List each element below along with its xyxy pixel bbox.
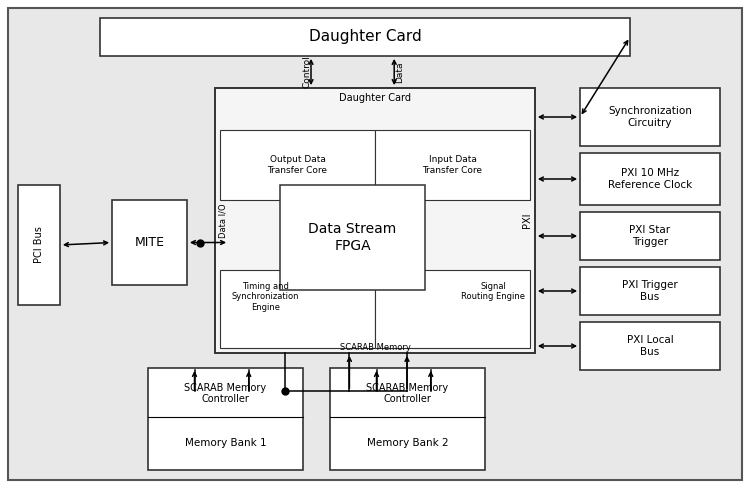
- Text: Data: Data: [394, 61, 404, 83]
- Text: PXI 10 MHz
Reference Clock: PXI 10 MHz Reference Clock: [608, 168, 692, 190]
- Text: Control: Control: [302, 56, 311, 88]
- Text: Synchronization
Circuitry: Synchronization Circuitry: [608, 106, 692, 128]
- Bar: [580, 88, 720, 146]
- Bar: [580, 322, 720, 370]
- Bar: [375, 270, 530, 348]
- Bar: [580, 212, 720, 260]
- Text: PXI: PXI: [522, 213, 532, 228]
- Text: Daughter Card: Daughter Card: [339, 93, 411, 103]
- Bar: [220, 270, 375, 348]
- Text: Output Data
Transfer Core: Output Data Transfer Core: [268, 155, 328, 175]
- Bar: [375, 130, 530, 200]
- Bar: [112, 200, 187, 285]
- Bar: [18, 185, 60, 305]
- Bar: [215, 88, 535, 353]
- Text: Signal
Routing Engine: Signal Routing Engine: [461, 282, 525, 302]
- Text: MITE: MITE: [134, 236, 164, 249]
- Bar: [280, 185, 425, 290]
- Text: Data Stream
FPGA: Data Stream FPGA: [308, 223, 397, 253]
- Text: Memory Bank 2: Memory Bank 2: [367, 439, 448, 448]
- Text: SCARAB Memory
Controller: SCARAB Memory Controller: [367, 383, 448, 404]
- Text: Memory Bank 1: Memory Bank 1: [184, 439, 266, 448]
- Bar: [100, 18, 630, 56]
- Bar: [580, 153, 720, 205]
- Text: SCARAB Memory
Controller: SCARAB Memory Controller: [184, 383, 266, 404]
- Bar: [220, 130, 375, 200]
- Text: Timing and
Synchronization
Engine: Timing and Synchronization Engine: [232, 282, 299, 312]
- Text: SCARAB Memory: SCARAB Memory: [340, 343, 410, 351]
- Bar: [330, 368, 485, 470]
- Text: Daughter Card: Daughter Card: [309, 29, 422, 44]
- Text: PCI Bus: PCI Bus: [34, 226, 44, 264]
- Text: Data I/O: Data I/O: [218, 203, 227, 238]
- Bar: [148, 368, 303, 470]
- Text: Input Data
Transfer Core: Input Data Transfer Core: [422, 155, 482, 175]
- Bar: [580, 267, 720, 315]
- Text: PXI Local
Bus: PXI Local Bus: [627, 335, 674, 357]
- Text: PXI Star
Trigger: PXI Star Trigger: [629, 225, 670, 247]
- Text: PXI Trigger
Bus: PXI Trigger Bus: [622, 280, 678, 302]
